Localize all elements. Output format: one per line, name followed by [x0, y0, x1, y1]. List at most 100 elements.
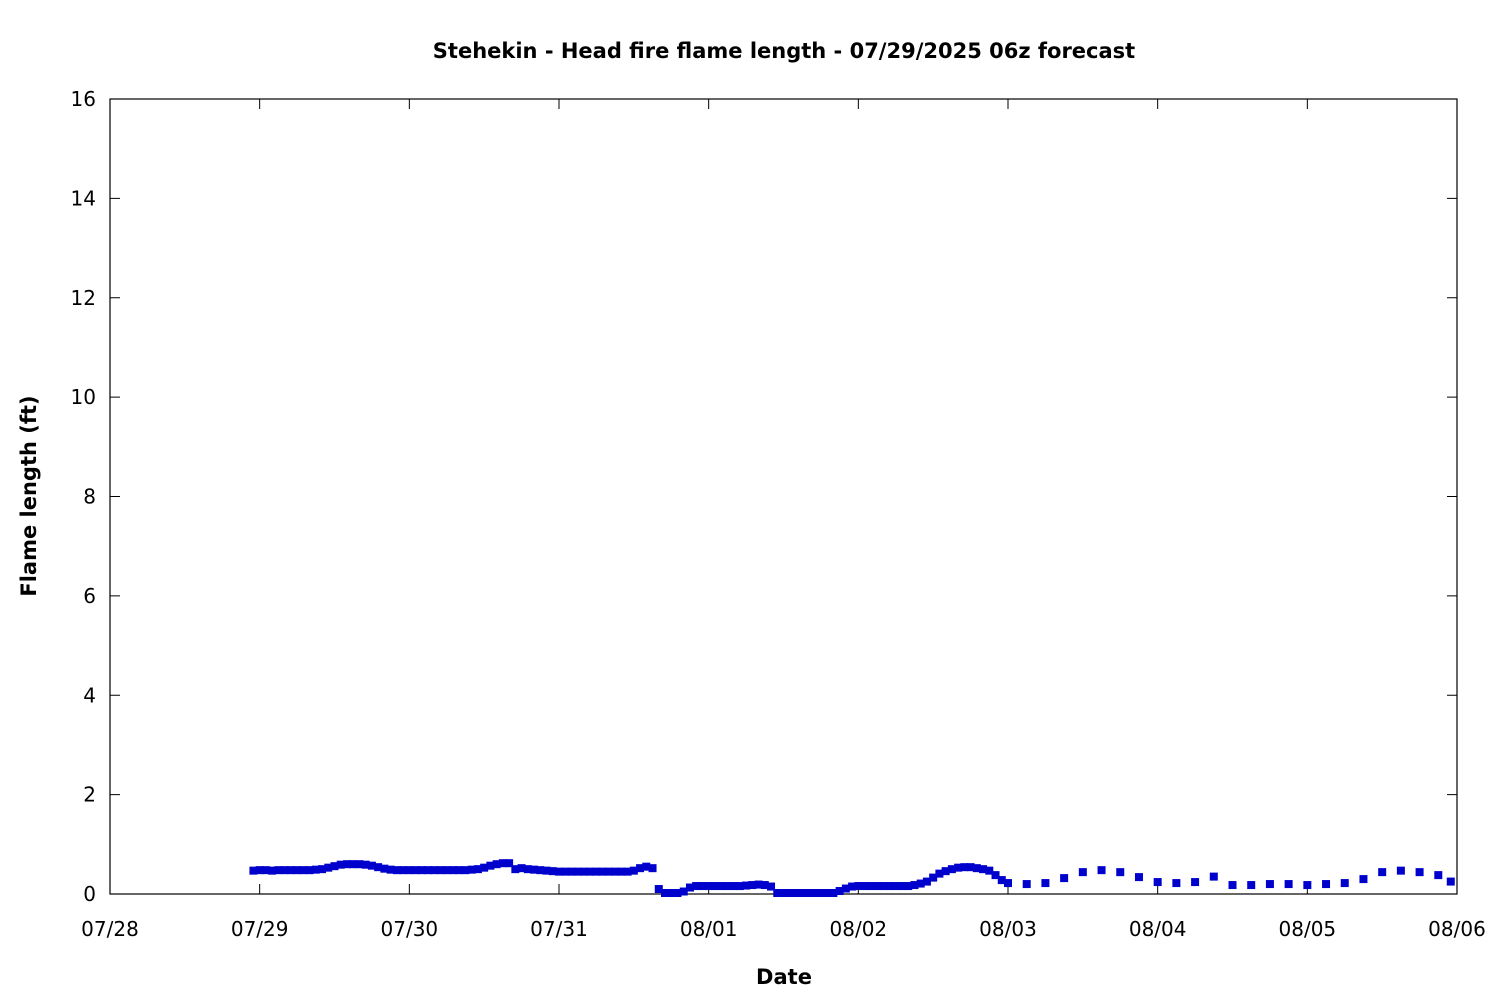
data-point — [561, 867, 570, 876]
data-point — [704, 882, 713, 891]
data-point — [966, 863, 975, 872]
x-tick-label: 07/29 — [231, 917, 289, 941]
data-point — [1446, 877, 1455, 886]
data-point — [448, 866, 457, 875]
data-point — [399, 866, 408, 875]
data-point — [1041, 879, 1050, 888]
y-tick-label: 8 — [83, 485, 96, 509]
data-point — [467, 865, 476, 874]
data-point — [679, 887, 688, 896]
data-point — [760, 881, 769, 890]
data-point — [517, 864, 526, 873]
x-tick-label: 08/03 — [979, 917, 1037, 941]
data-point — [1153, 878, 1162, 887]
data-point — [436, 866, 445, 875]
y-tick-label: 6 — [83, 584, 96, 608]
data-point — [735, 882, 744, 891]
x-tick-label: 08/01 — [680, 917, 738, 941]
data-point — [1191, 878, 1200, 887]
data-point — [330, 862, 339, 871]
data-point — [661, 889, 670, 898]
data-point — [1322, 880, 1331, 889]
data-point — [848, 882, 857, 891]
y-tick-label: 12 — [71, 286, 96, 310]
data-point — [879, 882, 888, 891]
x-axis: 07/28 07/29 07/30 07/31 08/01 08/02 08/03 08/04… — [81, 99, 1486, 941]
x-tick-label: 07/31 — [530, 917, 588, 941]
data-point — [1303, 881, 1312, 890]
data-point — [336, 860, 345, 869]
data-point — [355, 860, 364, 869]
data-point — [1134, 873, 1143, 882]
data-point — [773, 889, 782, 898]
data-point — [392, 866, 401, 875]
data-point — [579, 867, 588, 876]
data-point — [511, 865, 520, 874]
data-point — [935, 869, 944, 878]
data-point — [293, 866, 302, 875]
data-point — [910, 881, 919, 890]
data-point — [318, 865, 327, 874]
data-point — [685, 883, 694, 892]
x-tick-label: 08/02 — [830, 917, 888, 941]
data-point — [268, 866, 277, 875]
x-tick-label: 07/28 — [81, 917, 139, 941]
data-point — [1097, 866, 1106, 875]
data-point — [261, 866, 270, 875]
data-point — [891, 882, 900, 891]
data-point — [929, 873, 938, 882]
data-point — [823, 889, 832, 898]
x-tick-label: 08/05 — [1279, 917, 1337, 941]
data-point — [916, 879, 925, 888]
data-point — [1396, 866, 1405, 875]
data-point — [461, 866, 470, 875]
data-point — [767, 882, 776, 891]
data-point — [785, 889, 794, 898]
data-point — [729, 882, 738, 891]
data-point — [991, 871, 1000, 880]
x-tick-label: 07/30 — [381, 917, 439, 941]
data-point — [1172, 879, 1181, 888]
data-point — [804, 889, 813, 898]
data-point — [542, 866, 551, 875]
data-point — [1247, 881, 1256, 890]
data-point — [442, 866, 451, 875]
data-point — [573, 867, 582, 876]
data-point — [636, 864, 645, 873]
data-point — [698, 882, 707, 891]
data-point — [424, 866, 433, 875]
data-point — [349, 860, 358, 869]
y-tick-label: 0 — [83, 882, 96, 906]
data-point — [386, 865, 395, 874]
data-point — [623, 867, 632, 876]
data-point — [498, 859, 507, 868]
data-point — [548, 867, 557, 876]
data-point — [1116, 868, 1125, 877]
data-point — [897, 882, 906, 891]
data-point — [617, 867, 626, 876]
data-point — [455, 866, 464, 875]
data-point — [380, 864, 389, 873]
data-point — [810, 889, 819, 898]
y-tick-label: 16 — [71, 87, 96, 111]
plot-area-frame — [109, 98, 1458, 895]
data-point — [922, 877, 931, 886]
data-point — [954, 863, 963, 872]
data-point — [255, 866, 264, 875]
data-point — [1228, 881, 1237, 890]
data-point — [555, 867, 563, 876]
data-point — [411, 866, 420, 875]
chart-title: Stehekin - Head fire flame length - 07/2… — [433, 39, 1135, 63]
data-point — [1060, 874, 1069, 883]
data-point — [854, 882, 863, 891]
data-point — [979, 865, 988, 874]
data-point — [1434, 871, 1443, 880]
data-point — [742, 881, 751, 890]
data-point — [299, 866, 308, 875]
y-tick-label: 4 — [83, 683, 96, 707]
data-point — [717, 882, 726, 891]
data-point — [860, 882, 869, 891]
data-point — [835, 887, 844, 896]
data-point — [667, 889, 676, 898]
data-point — [654, 885, 663, 894]
